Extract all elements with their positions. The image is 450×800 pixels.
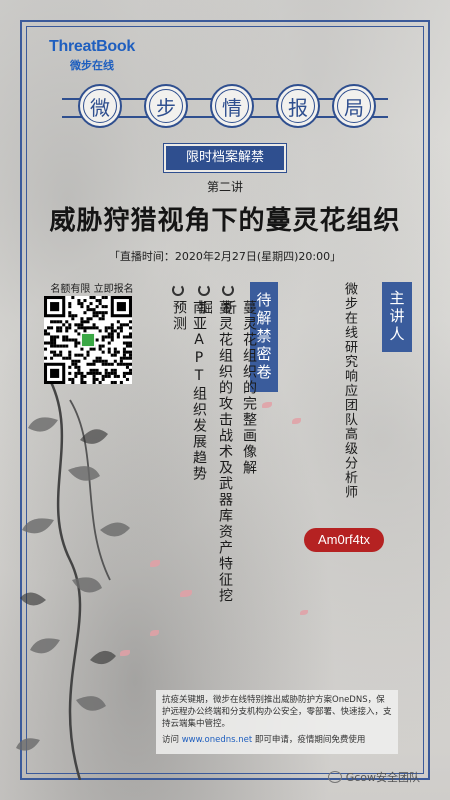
visit-suffix: 即可申请，疫情期间免费使用: [254, 735, 366, 745]
vine-illustration: [16, 380, 130, 780]
inner-frame: [26, 26, 424, 774]
topic-1: 蔓灵花组织的完整画像解析: [221, 300, 257, 476]
petal: [150, 630, 159, 636]
title-char-3: 情: [210, 84, 254, 128]
air-time: 「直播时间：2020年2月27日(星期四)20:00」: [108, 250, 342, 263]
petal: [292, 418, 301, 424]
petal: [180, 590, 192, 597]
brand-name-cn: 微步在线: [70, 59, 114, 72]
topic-3-bullet: [172, 284, 184, 296]
qr-label: 名额有限 立即报名: [50, 284, 134, 295]
petal: [262, 402, 272, 408]
lecture-number: 第二讲: [206, 180, 243, 194]
wechat-icon: [327, 771, 342, 783]
title-band: 微 步 情 报 局: [62, 84, 388, 130]
petal: [300, 610, 308, 615]
petal: [120, 650, 130, 656]
topic-2-bullet: [198, 284, 210, 296]
notice-visit-line: 访问 www.onedns.net 即可申请，疫情期间免费使用: [162, 734, 392, 746]
speaker-tag: 主讲人: [382, 282, 412, 352]
visit-prefix: 访问: [162, 735, 180, 745]
topic-2: 蔓灵花组织的攻击战术及武器库资产特征挖掘: [197, 300, 233, 604]
promo-notice: 抗疫关键期，微步在线特别推出威胁防护方案OneDNS，保护远程办公终端和分支机构…: [156, 690, 398, 754]
brand-name-en: ThreatBook: [49, 38, 135, 55]
notice-text: 抗疫关键期，微步在线特别推出威胁防护方案OneDNS，保护远程办公终端和分支机构…: [162, 695, 392, 729]
outer-frame: [20, 20, 430, 780]
title-char-5: 局: [332, 84, 376, 128]
topic-3: 南亚APT组织发展趋势预测: [171, 300, 207, 482]
registration-qr-code[interactable]: [44, 296, 132, 384]
title-char-4: 报: [276, 84, 320, 128]
petal: [150, 560, 160, 567]
wechat-watermark: Gcow安全团队: [327, 769, 420, 785]
title-char-2: 步: [144, 84, 188, 128]
speaker-title: 微步在线研究响应团队高级分析师: [342, 282, 357, 500]
speaker-name-badge: Am0rf4tx: [304, 528, 384, 552]
release-tag: 限时档案解禁: [166, 146, 284, 170]
topic-1-bullet: [222, 284, 234, 296]
headline: 威胁狩猎视角下的蔓灵花组织: [49, 206, 401, 236]
title-char-1: 微: [78, 84, 122, 128]
wechat-label: Gcow安全团队: [345, 771, 420, 784]
onedns-link[interactable]: www.onedns.net: [181, 735, 253, 745]
brand-logo: ThreatBook 微步在线: [36, 38, 148, 73]
topics-tag: 待解禁密卷: [250, 282, 278, 392]
